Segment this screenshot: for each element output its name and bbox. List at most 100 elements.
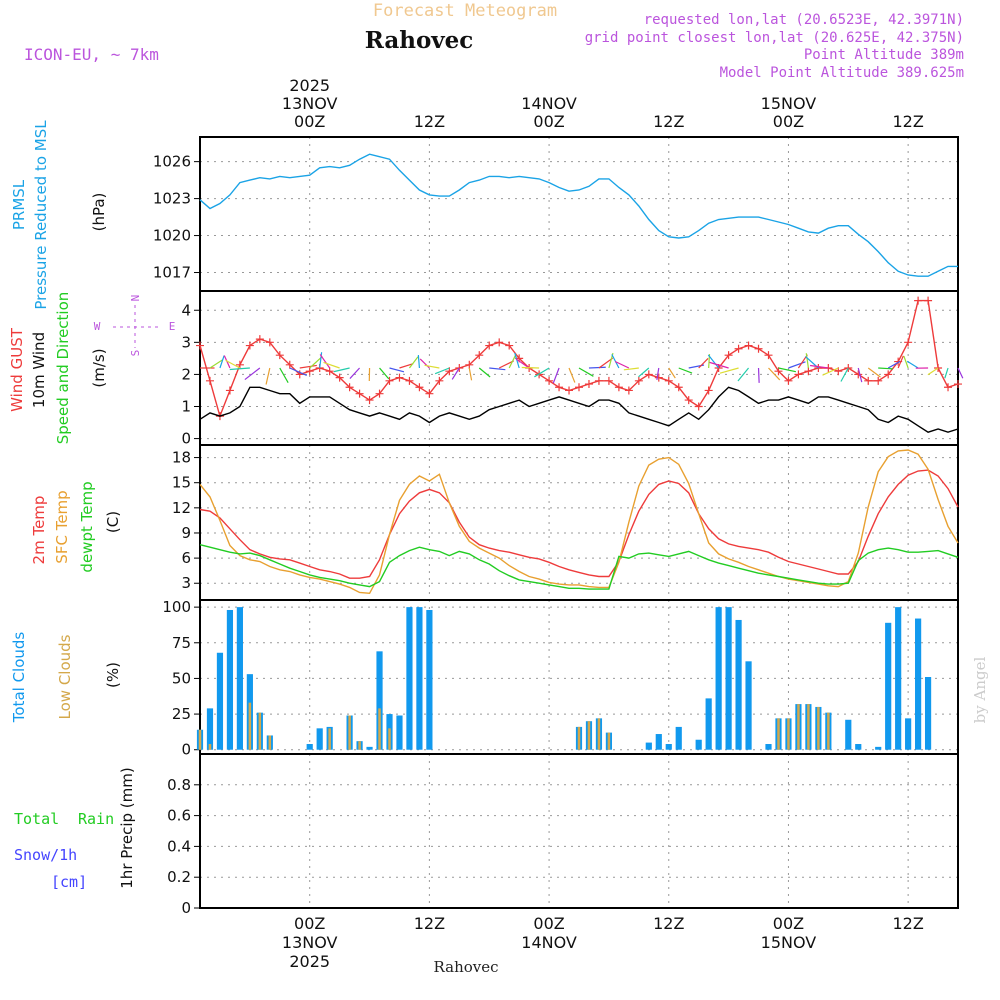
model-label: ICON-EU, ~ 7km <box>24 45 159 64</box>
gust-marker <box>854 370 863 379</box>
wind-direction-arrow <box>289 367 307 376</box>
gust-marker <box>355 389 364 398</box>
wind-direction-arrow <box>434 367 450 375</box>
low-cloud-bar <box>777 718 780 750</box>
wind-direction-arrow <box>719 367 739 374</box>
prmsl-label: PRMSL <box>10 179 28 230</box>
bottom-date-label: 14NOV <box>521 933 577 952</box>
temperature-panel: 3 6 9 12 15 18 <box>172 444 959 601</box>
wind-direction-arrow <box>244 367 261 381</box>
gust-marker <box>196 341 204 350</box>
total-cloud-bar <box>895 607 902 750</box>
gust-marker <box>724 351 733 360</box>
wind-direction-arrow <box>417 355 421 369</box>
wind-direction-arrow <box>568 367 576 383</box>
wind-direction-arrow <box>805 353 809 369</box>
gust-marker <box>245 341 254 350</box>
cm-label: [cm] <box>51 873 87 891</box>
cloud-unit: (%) <box>104 662 122 688</box>
precip-ytick-label: 0.8 <box>167 776 191 794</box>
total-cloud-bar <box>236 607 243 750</box>
speed-direction-label: Speed and Direction <box>54 292 72 445</box>
wind-direction-arrow <box>757 367 760 383</box>
gust-marker <box>265 338 274 347</box>
total-cloud-bar <box>316 728 323 750</box>
bottom-time-label: 12Z <box>892 914 923 933</box>
total-label: Total <box>14 810 59 828</box>
requested-coords: requested lon,lat (20.6523E, 42.3971N) <box>644 12 964 28</box>
precip-panel: 0 0.2 0.4 0.6 0.8 <box>167 753 959 917</box>
wind-panel: 0 1 2 3 4 <box>181 291 964 448</box>
temperature-ytick-label: 12 <box>172 499 191 517</box>
gust-marker <box>934 364 943 372</box>
bottom-station-label: Rahovec <box>433 958 498 976</box>
total-cloud-bar <box>855 744 862 750</box>
total-cloud-bar <box>885 622 892 750</box>
wind-direction-arrow <box>498 360 515 369</box>
wind10m-label: 10m Wind <box>30 332 48 408</box>
gust-marker <box>415 383 424 392</box>
clouds-ytick-label: 50 <box>172 669 191 687</box>
clouds-ytick-label: 75 <box>172 634 191 652</box>
bottom-date-label: 15NOV <box>761 933 817 952</box>
low-cloud-bar <box>258 712 262 750</box>
gust-marker <box>804 367 813 376</box>
gust-marker <box>594 376 603 385</box>
wind-direction-arrow <box>588 366 606 369</box>
gust-marker <box>764 351 773 360</box>
gust-marker <box>584 380 593 389</box>
wind-direction-arrow <box>419 358 430 369</box>
dewpt-label: dewpt Temp <box>78 481 96 572</box>
gust-marker <box>205 376 214 385</box>
forecast-banner: Forecast Meteogram <box>373 1 557 21</box>
wind-ytick-label: 2 <box>181 365 191 383</box>
pressure-frame <box>199 136 959 292</box>
top-time-label: 12Z <box>653 112 684 131</box>
top-time-label: 00Z <box>773 112 804 131</box>
wind-direction-arrow <box>668 367 676 379</box>
low-cloud-bar <box>827 712 830 750</box>
temperature-series-sfc-temp <box>199 449 959 595</box>
gust-marker <box>345 383 354 392</box>
gust-marker <box>575 383 583 392</box>
bottom-time-label: 12Z <box>414 914 445 933</box>
gust-marker <box>285 360 294 369</box>
compass-n: N <box>129 295 142 302</box>
low-cloud-bar <box>787 718 790 750</box>
wind-direction-arrow <box>698 358 709 369</box>
total-cloud-bar <box>206 708 214 750</box>
gust-marker <box>255 335 264 344</box>
precip-labels: Total Rain Snow/1h [cm] 1hr Precip (mm) <box>14 767 136 891</box>
wind-direction-arrow <box>219 355 225 369</box>
total-clouds-label: Total Clouds <box>10 632 28 724</box>
low-cloud-bar <box>348 715 351 750</box>
gust-marker <box>744 341 753 350</box>
low-cloud-bar <box>358 741 361 750</box>
total-cloud-bar <box>705 698 712 750</box>
wind-direction-arrow <box>521 366 540 369</box>
bottom-time-label: 00Z <box>294 914 325 933</box>
gust-marker <box>734 344 743 353</box>
precip-ytick-label: 0.4 <box>167 837 191 855</box>
low-cloud-bar <box>807 704 810 750</box>
pressure-unit: (hPa) <box>90 193 108 232</box>
total-cloud-bar <box>915 618 922 750</box>
total-cloud-bar <box>655 734 662 750</box>
wind-direction-arrow <box>508 354 517 369</box>
low-cloud-bar <box>607 732 611 750</box>
wind-direction-arrow <box>379 367 390 380</box>
total-cloud-bar <box>376 651 383 750</box>
compass-w: W <box>94 320 101 333</box>
gust-marker <box>944 383 953 392</box>
low-cloud-bar <box>378 708 381 750</box>
gust-marker <box>435 376 444 385</box>
wind-direction-arrow <box>737 367 750 382</box>
wind-direction-arrow <box>707 354 720 369</box>
wind-direction-arrow <box>489 367 506 371</box>
precip-ytick-label: 0 <box>181 899 191 917</box>
temperature-series-dewpt-temp <box>199 544 959 590</box>
wind-series-wind-gust <box>199 299 959 419</box>
total-cloud-bar <box>695 739 702 750</box>
bottom-time-label: 00Z <box>773 914 804 933</box>
top-time-label: 00Z <box>533 112 564 131</box>
